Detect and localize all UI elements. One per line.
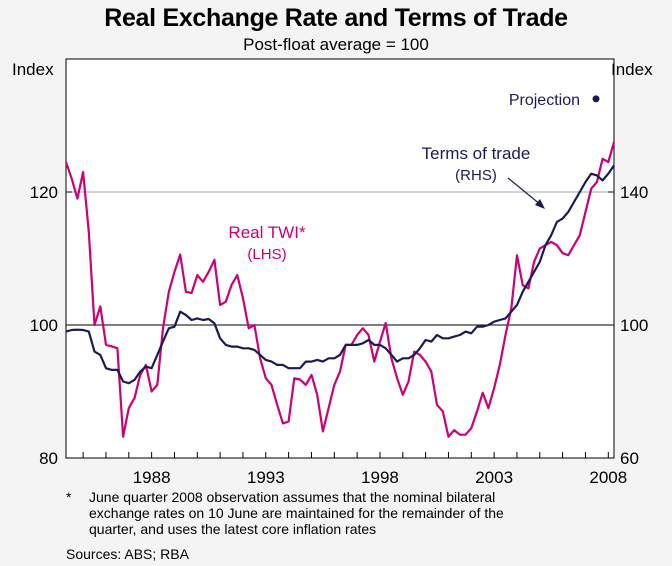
x-tick-label: 2008 <box>589 468 627 487</box>
terms-of-trade-line <box>65 164 615 385</box>
left-tick-label: 80 <box>39 449 58 468</box>
plot-area <box>65 58 615 459</box>
projection-dot <box>592 95 600 103</box>
real-twi-label: Real TWI* <box>228 223 306 242</box>
footnote-line: June quarter 2008 observation assumes th… <box>89 489 496 505</box>
sources-note: Sources: ABS; RBA <box>66 546 189 562</box>
real-twi-axis-label: (LHS) <box>247 246 286 263</box>
right-axis-title: Index <box>611 60 653 79</box>
footnote-line: exchange rates on 10 June are maintained… <box>89 505 504 521</box>
x-tick-label: 1988 <box>133 468 171 487</box>
chart-subtitle: Post-float average = 100 <box>243 35 429 54</box>
projection-label: Projection <box>509 92 580 109</box>
right-tick-label: 60 <box>620 449 639 468</box>
right-tick-label: 100 <box>620 316 648 335</box>
x-tick-label: 1993 <box>247 468 285 487</box>
left-tick-label: 100 <box>30 316 58 335</box>
annotation-arrow-line <box>507 177 542 206</box>
annotation-arrow-head <box>535 199 545 209</box>
x-tick-label: 1998 <box>361 468 399 487</box>
left-tick-label: 120 <box>30 183 58 202</box>
left-axis-title: Index <box>12 60 54 79</box>
footnote: * June quarter 2008 observation assumes … <box>66 489 666 537</box>
terms-of-trade-axis-label: (RHS) <box>455 167 497 184</box>
footnote-marker: * <box>66 489 72 505</box>
footnote-line: quarter, and uses the latest core inflat… <box>89 521 377 537</box>
real-twi-line <box>64 141 616 438</box>
chart-title: Real Exchange Rate and Terms of Trade <box>104 4 568 32</box>
x-tick-label: 2003 <box>475 468 513 487</box>
terms-of-trade-label: Terms of trade <box>422 144 531 163</box>
right-tick-label: 140 <box>620 183 648 202</box>
